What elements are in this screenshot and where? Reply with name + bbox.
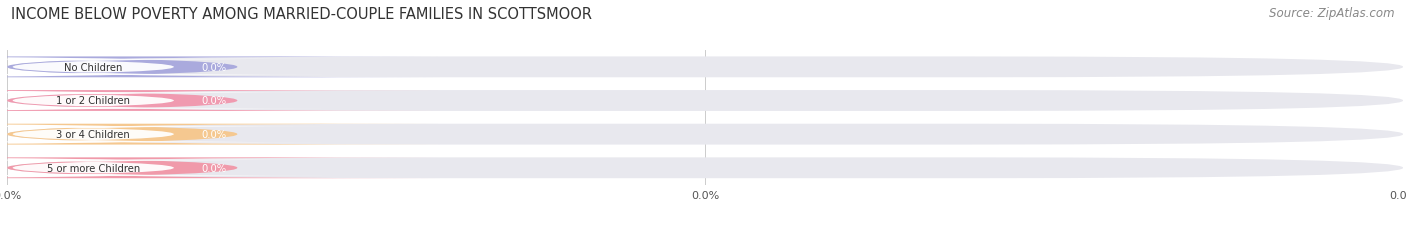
Text: 1 or 2 Children: 1 or 2 Children xyxy=(56,96,131,106)
Text: 3 or 4 Children: 3 or 4 Children xyxy=(56,130,131,140)
FancyBboxPatch shape xyxy=(0,91,440,111)
FancyBboxPatch shape xyxy=(7,57,1403,78)
Text: INCOME BELOW POVERTY AMONG MARRIED-COUPLE FAMILIES IN SCOTTSMOOR: INCOME BELOW POVERTY AMONG MARRIED-COUPL… xyxy=(11,7,592,22)
FancyBboxPatch shape xyxy=(7,91,1403,111)
Text: 5 or more Children: 5 or more Children xyxy=(46,163,139,173)
FancyBboxPatch shape xyxy=(0,158,440,178)
FancyBboxPatch shape xyxy=(7,124,1403,145)
FancyBboxPatch shape xyxy=(0,160,350,176)
Text: 0.0%: 0.0% xyxy=(201,130,226,140)
FancyBboxPatch shape xyxy=(0,126,350,143)
Text: Source: ZipAtlas.com: Source: ZipAtlas.com xyxy=(1270,7,1395,20)
FancyBboxPatch shape xyxy=(0,93,350,109)
Text: 0.0%: 0.0% xyxy=(201,163,226,173)
Text: 0.0%: 0.0% xyxy=(201,96,226,106)
FancyBboxPatch shape xyxy=(0,59,350,76)
FancyBboxPatch shape xyxy=(0,124,440,145)
Text: 0.0%: 0.0% xyxy=(201,63,226,73)
FancyBboxPatch shape xyxy=(0,57,440,78)
Text: No Children: No Children xyxy=(65,63,122,73)
FancyBboxPatch shape xyxy=(7,158,1403,178)
